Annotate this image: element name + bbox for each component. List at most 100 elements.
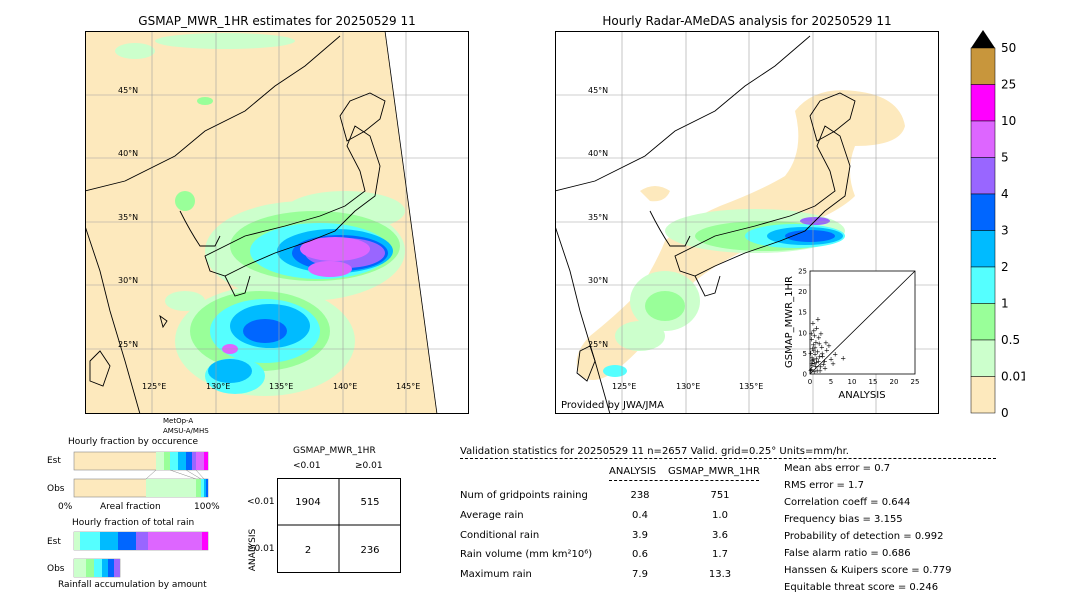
- scatter-point: +: [814, 324, 820, 332]
- score-hk: Hanssen & Kuipers score = 0.779: [784, 565, 952, 576]
- left-lon-135: 135°E: [269, 382, 293, 391]
- total-rain-est-label: Est: [47, 537, 61, 547]
- right-map-title: Hourly Radar-AMeDAS analysis for 2025052…: [602, 14, 892, 28]
- right-lat-30: 30°N: [588, 276, 608, 285]
- scatter-point: +: [811, 368, 817, 376]
- stat-gsmap-raining: 751: [710, 490, 730, 501]
- right-lat-45: 45°N: [588, 86, 608, 95]
- stat-analysis-raining: 238: [630, 490, 650, 501]
- scatter-point: +: [818, 363, 824, 371]
- scatter-point: +: [828, 355, 834, 363]
- scatter-point: +: [812, 344, 818, 352]
- score-rms: RMS error = 1.7: [784, 480, 864, 491]
- scatter-point: +: [840, 354, 846, 362]
- colorbar-swatch: [970, 376, 996, 414]
- scatter-point: +: [808, 349, 814, 357]
- scatter-point: +: [832, 351, 838, 359]
- scatter-point: +: [820, 352, 826, 360]
- stat-gsmap-volume: 1.7: [712, 549, 728, 560]
- stat-analysis-volume: 0.6: [632, 549, 648, 560]
- scatter-point: +: [813, 338, 819, 346]
- scatter-point: +: [811, 347, 817, 355]
- cell-miss: 2: [305, 545, 311, 556]
- left-lat-40: 40°N: [118, 149, 138, 158]
- stats-col-analysis: ANALYSIS: [609, 466, 657, 477]
- occurrence-axis-left: 0%: [58, 502, 73, 512]
- colorbar-swatch: [970, 84, 996, 122]
- scatter-point: +: [824, 347, 830, 355]
- scatter-point: +: [810, 341, 816, 349]
- left-lon-140: 140°E: [333, 382, 357, 391]
- colorbar-label: 1: [1001, 297, 1009, 311]
- scatter-point: +: [810, 356, 816, 364]
- scatter-x-tick: 0: [808, 378, 812, 386]
- score-mae: Mean abs error = 0.7: [784, 463, 891, 474]
- contingency-row-lt: <0.01: [247, 497, 275, 507]
- scatter-point: +: [809, 335, 815, 343]
- cell-false-alarm: 515: [360, 497, 379, 508]
- left-lon-130: 130°E: [206, 382, 230, 391]
- stats-divider: [460, 458, 996, 459]
- scatter-x-tick: 20: [890, 378, 899, 386]
- scatter-point: +: [811, 359, 817, 367]
- scatter-x-tick: 10: [848, 378, 857, 386]
- stat-label-maximum: Maximum rain: [460, 569, 532, 580]
- scatter-y-tick: 0: [803, 371, 807, 379]
- occurrence-title: Hourly fraction by occurence: [68, 437, 199, 447]
- occurrence-bars: [73, 451, 209, 498]
- left-lat-35: 35°N: [118, 213, 138, 222]
- scatter-point: +: [812, 332, 818, 340]
- stats-col-divider: [609, 480, 759, 481]
- contingency-grid: 1904 515 2 236: [277, 478, 401, 573]
- left-lat-45: 45°N: [118, 86, 138, 95]
- score-far: False alarm ratio = 0.686: [784, 548, 911, 559]
- scatter-point: +: [823, 339, 829, 347]
- scatter-point: +: [808, 366, 814, 374]
- scatter-point: +: [810, 319, 816, 327]
- colorbar-swatch: [970, 157, 996, 195]
- total-rain-title: Hourly fraction of total rain: [72, 518, 195, 528]
- scatter-point: +: [808, 330, 814, 338]
- score-corr: Correlation coeff = 0.644: [784, 497, 911, 508]
- scatter-point: +: [815, 348, 821, 356]
- colorbar-swatch: [970, 47, 996, 85]
- colorbar-label: 3: [1001, 224, 1009, 238]
- stat-label-conditional: Conditional rain: [460, 530, 540, 541]
- occurrence-axis-mid: Areal fraction: [100, 502, 161, 512]
- colorbar-label: 4: [1001, 187, 1009, 201]
- scatter-point: +: [810, 357, 816, 365]
- right-lat-40: 40°N: [588, 149, 608, 158]
- left-lon-125: 125°E: [142, 382, 166, 391]
- scatter-point: +: [816, 340, 822, 348]
- total-rain-bars: [73, 531, 209, 578]
- colorbar-swatch: [970, 120, 996, 158]
- scatter-point: +: [809, 362, 815, 370]
- right-lat-35: 35°N: [588, 213, 608, 222]
- total-rain-obs-label: Obs: [47, 564, 65, 574]
- scatter-y-tick: 10: [798, 329, 807, 337]
- colorbar-label: 0.01: [1001, 370, 1025, 384]
- stat-label-volume: Rain volume (mm km²10⁶): [460, 549, 593, 560]
- colorbar-label: 10: [1001, 114, 1016, 128]
- contingency-col-lt: <0.01: [293, 461, 321, 471]
- colorbar-label: 5: [1001, 151, 1009, 165]
- scatter-point: +: [830, 360, 836, 368]
- scatter-point: +: [808, 366, 814, 374]
- contingency-col-ge: ≥0.01: [355, 461, 383, 471]
- stat-analysis-maximum: 7.9: [632, 569, 648, 580]
- colorbar-swatch: [970, 266, 996, 304]
- scatter-ylabel: GSMAP_MWR_1HR: [784, 276, 795, 368]
- scatter-point: +: [815, 316, 821, 324]
- scatter-point: +: [819, 350, 825, 358]
- stat-gsmap-maximum: 13.3: [708, 569, 732, 580]
- total-rain-footer: Rainfall accumulation by amount: [58, 580, 207, 590]
- score-freq-bias: Frequency bias = 3.155: [784, 514, 903, 525]
- scatter-y-tick: 15: [798, 309, 807, 317]
- stat-gsmap-conditional: 3.6: [712, 530, 728, 541]
- scatter-point: +: [809, 354, 815, 362]
- scatter-xlabel: ANALYSIS: [838, 390, 885, 401]
- left-lat-25: 25°N: [118, 340, 138, 349]
- scatter-point: +: [817, 367, 823, 375]
- scatter-point: +: [812, 351, 818, 359]
- scatter-point: +: [816, 334, 822, 342]
